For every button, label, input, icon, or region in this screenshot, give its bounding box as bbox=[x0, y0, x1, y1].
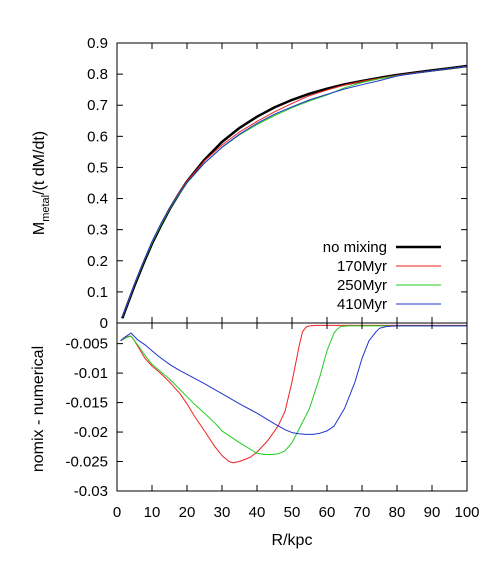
bottom-panel: -0.005 -0.01 -0.015 -0.02 -0.025 -0.03 0 10 20 30… bbox=[30, 322, 480, 549]
x-tick-label: 10 bbox=[144, 504, 161, 521]
x-tick-label: 30 bbox=[214, 504, 231, 521]
top-panel: 0 0.1 0.2 0.3 0.4 0.5 0.6 0.7 0.8 0.9 Mmetal/(t d… bbox=[31, 35, 468, 332]
top-series-line-0 bbox=[121, 64, 468, 319]
top-axis-ticks: 0 0.1 0.2 0.3 0.4 0.5 0.6 0.7 0.8 0.9 bbox=[87, 35, 467, 332]
bottom-y-tick-label: -0.02 bbox=[74, 424, 108, 441]
top-y-tick-label: 0.6 bbox=[87, 128, 108, 145]
x-tick-label: 80 bbox=[389, 504, 406, 521]
top-y-tick-label: 0.2 bbox=[87, 253, 108, 270]
top-y-tick-label: 0.1 bbox=[87, 284, 108, 301]
bottom-y-tick-label: -0.01 bbox=[74, 365, 108, 382]
legend-label: no mixing bbox=[323, 239, 387, 256]
bottom-axis-ticks: -0.005 -0.01 -0.015 -0.02 -0.025 -0.03 0 10 20 30… bbox=[65, 323, 480, 521]
bottom-y-tick-label: -0.03 bbox=[74, 483, 108, 500]
top-y-tick-label: 0.9 bbox=[87, 35, 108, 52]
bottom-series-line-0 bbox=[120, 324, 467, 464]
top-series-line-2 bbox=[121, 65, 468, 317]
bottom-series-line-1 bbox=[120, 325, 467, 455]
x-tick-label: 20 bbox=[179, 504, 196, 521]
x-tick-label: 100 bbox=[454, 504, 479, 521]
x-tick-label: 70 bbox=[354, 504, 371, 521]
legend-label: 170Myr bbox=[337, 258, 387, 275]
x-tick-label: 60 bbox=[319, 504, 336, 521]
x-tick-label: 90 bbox=[424, 504, 441, 521]
bottom-y-tick-label: -0.025 bbox=[65, 454, 108, 471]
legend-label: 250Myr bbox=[337, 277, 387, 294]
top-y-tick-label: 0.8 bbox=[87, 66, 108, 83]
bottom-y-tick-label: -0.005 bbox=[65, 336, 108, 353]
top-y-tick-label: 0.3 bbox=[87, 222, 108, 239]
x-tick-label: 0 bbox=[113, 504, 121, 521]
bottom-plot-frame bbox=[116, 322, 468, 492]
top-plot-frame bbox=[116, 42, 468, 324]
top-series-line-1 bbox=[121, 65, 468, 317]
top-y-axis-label: Mmetal/(t dM/dt) bbox=[31, 131, 52, 235]
top-series-line-3 bbox=[121, 65, 468, 317]
top-y-tick-label: 0.5 bbox=[87, 159, 108, 176]
top-y-tick-label: 0 bbox=[100, 315, 108, 332]
legend: no mixing 170Myr 250Myr 410Myr bbox=[323, 239, 441, 313]
top-y-tick-label: 0.4 bbox=[87, 191, 108, 208]
legend-label: 410Myr bbox=[337, 296, 387, 313]
bottom-series-line-2 bbox=[120, 325, 467, 435]
top-plot-lines bbox=[121, 64, 468, 319]
bottom-plot-lines bbox=[120, 324, 467, 464]
bottom-y-axis-label: nomix - numerical bbox=[30, 346, 47, 472]
bottom-y-tick-label: -0.015 bbox=[65, 395, 108, 412]
x-tick-label: 40 bbox=[249, 504, 266, 521]
top-y-tick-label: 0.7 bbox=[87, 97, 108, 114]
x-axis-label: R/kpc bbox=[272, 532, 313, 549]
x-tick-label: 50 bbox=[284, 504, 301, 521]
